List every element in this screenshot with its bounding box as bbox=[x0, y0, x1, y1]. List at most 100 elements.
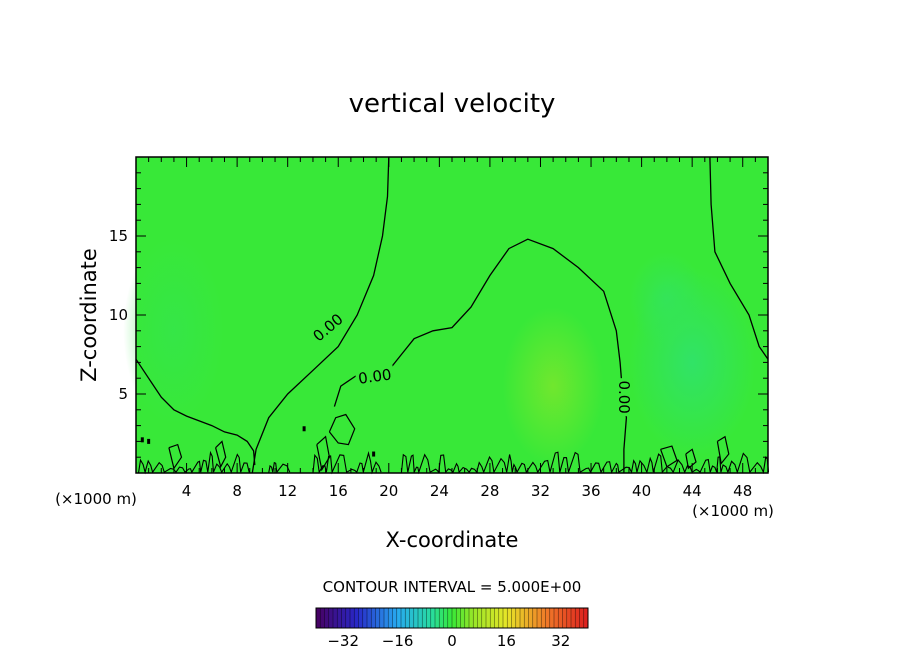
small-contour-loop bbox=[316, 435, 331, 472]
colorbar-cell bbox=[583, 608, 589, 628]
colorbar-tick-label: −16 bbox=[382, 632, 414, 650]
surface-contour-noise bbox=[400, 451, 770, 475]
small-contour-loop bbox=[168, 443, 183, 470]
zero-contour-line bbox=[251, 156, 390, 474]
colorbar-cell bbox=[384, 608, 389, 628]
field-anomaly bbox=[502, 307, 604, 466]
colorbar-cell bbox=[396, 608, 402, 628]
colorbar-cell bbox=[494, 608, 500, 628]
x-tick-label: 28 bbox=[480, 482, 499, 500]
velocity-field bbox=[123, 157, 768, 473]
x-tick-label: 4 bbox=[182, 482, 192, 500]
x-unit-left: (×1000 m) bbox=[55, 490, 137, 508]
colorbar-cell bbox=[481, 608, 487, 628]
colorbar-cell bbox=[456, 608, 461, 628]
surface-contour-noise bbox=[268, 461, 291, 474]
chart-title: vertical velocity bbox=[349, 89, 556, 119]
y-axis-ticks: 5 10 15 bbox=[109, 172, 768, 458]
colorbar-cell bbox=[439, 608, 444, 628]
colorbar-cell bbox=[528, 608, 534, 628]
colorbar-cell bbox=[558, 608, 563, 628]
colorbar-cell bbox=[316, 608, 321, 628]
colorbar-cell bbox=[405, 608, 410, 628]
x-tick-label: 40 bbox=[632, 482, 651, 500]
small-contour-loop bbox=[328, 413, 356, 446]
colorbar-cell bbox=[354, 608, 359, 628]
plot-area: 0.000.000.00 4 8 12 16 20 24 28 32 36 40 44 48 5101… bbox=[109, 156, 770, 500]
colorbar-cell bbox=[409, 608, 415, 628]
colorbar-cell bbox=[341, 608, 347, 628]
colorbar-cell bbox=[498, 608, 504, 628]
zero-contour-line bbox=[135, 358, 256, 466]
colorbar-cell bbox=[358, 608, 364, 628]
colorbar-cell bbox=[511, 608, 517, 628]
colorbar-cell bbox=[575, 608, 580, 628]
colorbar-cell bbox=[524, 608, 529, 628]
x-tick-label: 48 bbox=[733, 482, 752, 500]
colorbar-cell bbox=[320, 608, 325, 628]
colorbar-tick-label: 16 bbox=[497, 632, 516, 650]
contour-label: 0.00 bbox=[615, 380, 633, 413]
x-unit-right: (×1000 m) bbox=[692, 502, 774, 520]
small-contour-loop bbox=[660, 445, 678, 468]
colorbar-cell bbox=[328, 608, 334, 628]
x-tick-label: 16 bbox=[329, 482, 348, 500]
colorbar-cell bbox=[579, 608, 585, 628]
contour-label: 0.00 bbox=[357, 365, 393, 387]
colorbar-cell bbox=[554, 608, 559, 628]
colorbar-tick-labels: −32 −16 0 16 32 bbox=[327, 632, 570, 650]
small-contour-loop bbox=[716, 435, 730, 465]
colorbar-cell bbox=[413, 608, 419, 628]
colorbar-cell bbox=[418, 608, 423, 628]
colorbar-cell bbox=[490, 608, 495, 628]
x-tick-label: 12 bbox=[278, 482, 297, 500]
y-tick-label: 15 bbox=[109, 227, 128, 245]
colorbar-cell bbox=[566, 608, 572, 628]
colorbar-cell bbox=[337, 608, 342, 628]
contour-fragment bbox=[372, 451, 376, 457]
colorbar-cell bbox=[571, 608, 576, 628]
colorbar-cell bbox=[435, 608, 440, 628]
colorbar-cell bbox=[549, 608, 555, 628]
colorbar-cell bbox=[422, 608, 427, 628]
colorbar bbox=[315, 607, 589, 629]
colorbar-cell bbox=[541, 608, 546, 628]
colorbar-cell bbox=[345, 608, 351, 628]
colorbar-cell bbox=[350, 608, 355, 628]
colorbar-tick-label: 0 bbox=[447, 632, 457, 650]
colorbar-cell bbox=[469, 608, 474, 628]
colorbar-cell bbox=[520, 608, 525, 628]
colorbar-cell bbox=[507, 608, 512, 628]
surface-contour-noise bbox=[312, 451, 382, 475]
colorbar-tick-label: −32 bbox=[327, 632, 359, 650]
x-tick-label: 44 bbox=[683, 482, 702, 500]
x-tick-label: 32 bbox=[531, 482, 550, 500]
small-contour-loop bbox=[685, 448, 697, 470]
y-axis-label: Z-coordinate bbox=[77, 248, 101, 382]
colorbar-cell bbox=[477, 608, 483, 628]
colorbar-tick-label: 32 bbox=[551, 632, 570, 650]
colorbar-cell bbox=[324, 608, 330, 628]
colorbar-cell bbox=[379, 608, 385, 628]
x-tick-label: 24 bbox=[430, 482, 449, 500]
colorbar-cell bbox=[515, 608, 521, 628]
colorbar-cell bbox=[333, 608, 338, 628]
colorbar-cell bbox=[545, 608, 551, 628]
colorbar-cell bbox=[486, 608, 491, 628]
contour-fragment bbox=[147, 438, 151, 444]
colorbar-cell bbox=[443, 608, 449, 628]
colorbar-cell bbox=[473, 608, 478, 628]
small-contour-loop bbox=[215, 440, 227, 469]
colorbar-cell bbox=[460, 608, 466, 628]
contour-fragment bbox=[140, 437, 144, 443]
colorbar-cell bbox=[430, 608, 436, 628]
colorbar-cell bbox=[388, 608, 393, 628]
colorbar-cell bbox=[537, 608, 542, 628]
colorbar-cell bbox=[362, 608, 368, 628]
colorbar-cell bbox=[426, 608, 432, 628]
colorbar-cell bbox=[562, 608, 568, 628]
colorbar-cell bbox=[447, 608, 453, 628]
colorbar-cell bbox=[503, 608, 508, 628]
contour-interval-text: CONTOUR INTERVAL = 5.000E+00 bbox=[323, 578, 582, 596]
